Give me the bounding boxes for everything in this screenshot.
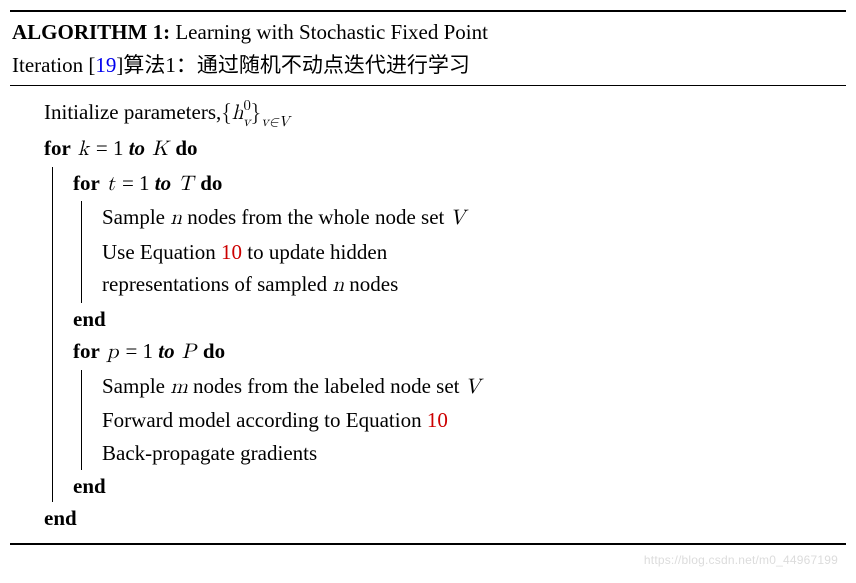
init-line: Initialize parameters,{h0v}v∈V <box>44 96 844 132</box>
algorithm-label: ALGORITHM 1: <box>12 20 170 44</box>
kw-for: for <box>44 136 71 160</box>
math-brace-close: } <box>251 103 262 124</box>
var-t: t <box>100 174 122 195</box>
var-V: V <box>465 377 481 398</box>
kw-to: to <box>129 136 145 160</box>
equation-ref-10[interactable]: 10 <box>221 240 242 264</box>
text: nodes <box>344 272 398 296</box>
var-k: k <box>71 139 96 160</box>
watermark-text: https://blog.csdn.net/m0_44967199 <box>644 553 838 567</box>
kw-do: do <box>175 136 197 160</box>
kw-end: end <box>73 307 106 331</box>
text: Back-propagate gradients <box>102 441 317 465</box>
math-sub-v: v <box>243 114 251 129</box>
kw-to: to <box>158 339 174 363</box>
end-t: end <box>73 303 844 336</box>
math-brace-open: { <box>221 103 232 124</box>
title-cn: 算法1：通过随机不动点迭代进行学习 <box>123 53 470 77</box>
text: to update hidden <box>242 240 387 264</box>
p-line-1: Sample m nodes from the labeled node set… <box>102 370 844 405</box>
var-n: n <box>170 208 182 229</box>
eq-1: = 1 <box>122 171 155 195</box>
t-line-3: representations of sampled n nodes <box>102 268 844 303</box>
var-p: p <box>100 342 126 363</box>
kw-do: do <box>203 339 225 363</box>
algorithm-title: ALGORITHM 1: Learning with Stochastic Fi… <box>10 12 846 86</box>
kw-end: end <box>44 506 77 530</box>
p-line-3: Back-propagate gradients <box>102 437 844 470</box>
var-T: T <box>171 174 200 195</box>
for-k-line: for k = 1 to K do <box>44 132 844 167</box>
kw-end: end <box>73 474 106 498</box>
text: Sample <box>102 205 170 229</box>
var-m: m <box>170 377 188 398</box>
p-block: Sample m nodes from the labeled node set… <box>81 370 844 470</box>
t-line-2: Use Equation 10 to update hidden <box>102 236 844 269</box>
for-p-line: for p = 1 to P do <box>73 335 844 370</box>
end-k: end <box>44 502 844 535</box>
p-line-2: Forward model according to Equation 10 <box>102 404 844 437</box>
equation-ref-10[interactable]: 10 <box>427 408 448 432</box>
end-p: end <box>73 470 844 503</box>
title-en-1: Learning with Stochastic Fixed Point <box>170 20 488 44</box>
text: representations of sampled <box>102 272 332 296</box>
for-t-line: for t = 1 to T do <box>73 167 844 202</box>
text: nodes from the labeled node set <box>188 374 465 398</box>
kw-do: do <box>200 171 222 195</box>
algorithm-body: Initialize parameters,{h0v}v∈V for k = 1… <box>10 86 846 543</box>
text: Use Equation <box>102 240 221 264</box>
eq-1: = 1 <box>125 339 158 363</box>
eq-1: = 1 <box>96 136 129 160</box>
math-sub-set: v∈V <box>261 114 290 129</box>
text: nodes from the whole node set <box>182 205 450 229</box>
text: Sample <box>102 374 170 398</box>
var-V: V <box>450 208 466 229</box>
var-K: K <box>145 139 175 160</box>
kw-for: for <box>73 339 100 363</box>
text: Forward model according to Equation <box>102 408 427 432</box>
algorithm-box: ALGORITHM 1: Learning with Stochastic Fi… <box>10 10 846 545</box>
math-sup: 0 <box>243 98 250 113</box>
var-n: n <box>332 275 344 296</box>
init-text: Initialize parameters, <box>44 100 221 124</box>
k-block: for t = 1 to T do Sample n nodes from th… <box>52 167 844 502</box>
title-en-2: Iteration [ <box>12 53 95 77</box>
t-block: Sample n nodes from the whole node set V… <box>81 201 844 303</box>
var-P: P <box>175 342 203 363</box>
math-h: h <box>232 103 244 124</box>
kw-for: for <box>73 171 100 195</box>
kw-to: to <box>155 171 171 195</box>
citation-19[interactable]: 19 <box>95 53 116 77</box>
t-line-1: Sample n nodes from the whole node set V <box>102 201 844 236</box>
